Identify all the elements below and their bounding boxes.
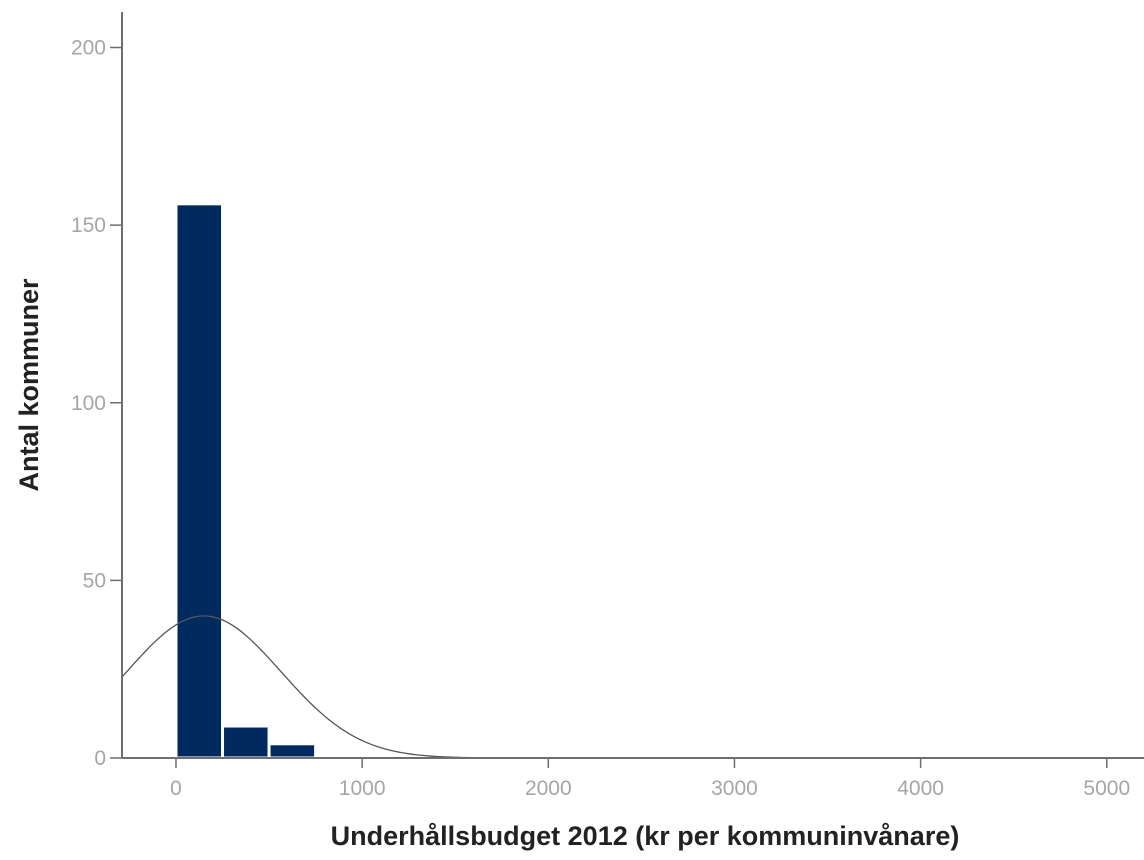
y-tick-label-150: 150 bbox=[71, 214, 106, 237]
x-tick-label-1000: 1000 bbox=[339, 777, 386, 800]
normal-curve bbox=[121, 615, 1144, 759]
x-axis-title: Underhållsbudget 2012 (kr per kommuninvå… bbox=[331, 821, 960, 851]
y-tick-label-50: 50 bbox=[83, 569, 106, 592]
histogram-bar-0 bbox=[174, 202, 225, 760]
histogram-bar-1 bbox=[221, 724, 271, 760]
y-tick-label-200: 200 bbox=[71, 37, 106, 60]
x-tick-label-3000: 3000 bbox=[711, 777, 758, 800]
y-ticks-group: 0 50 100 150 200 bbox=[71, 37, 122, 770]
x-ticks-group: 0 1000 2000 3000 4000 5000 bbox=[170, 758, 1130, 800]
x-tick-label-5000: 5000 bbox=[1083, 777, 1130, 800]
normal-curve-group bbox=[121, 615, 1144, 759]
y-tick-label-100: 100 bbox=[71, 392, 106, 415]
x-tick-label-0: 0 bbox=[170, 777, 182, 800]
axes-group bbox=[121, 12, 1144, 759]
x-tick-label-2000: 2000 bbox=[525, 777, 572, 800]
histogram-bar-2 bbox=[267, 742, 318, 760]
x-tick-label-4000: 4000 bbox=[897, 777, 944, 800]
bars-group bbox=[174, 202, 318, 760]
y-tick-label-0: 0 bbox=[94, 747, 106, 770]
y-axis-title: Antal kommuner bbox=[14, 278, 44, 492]
